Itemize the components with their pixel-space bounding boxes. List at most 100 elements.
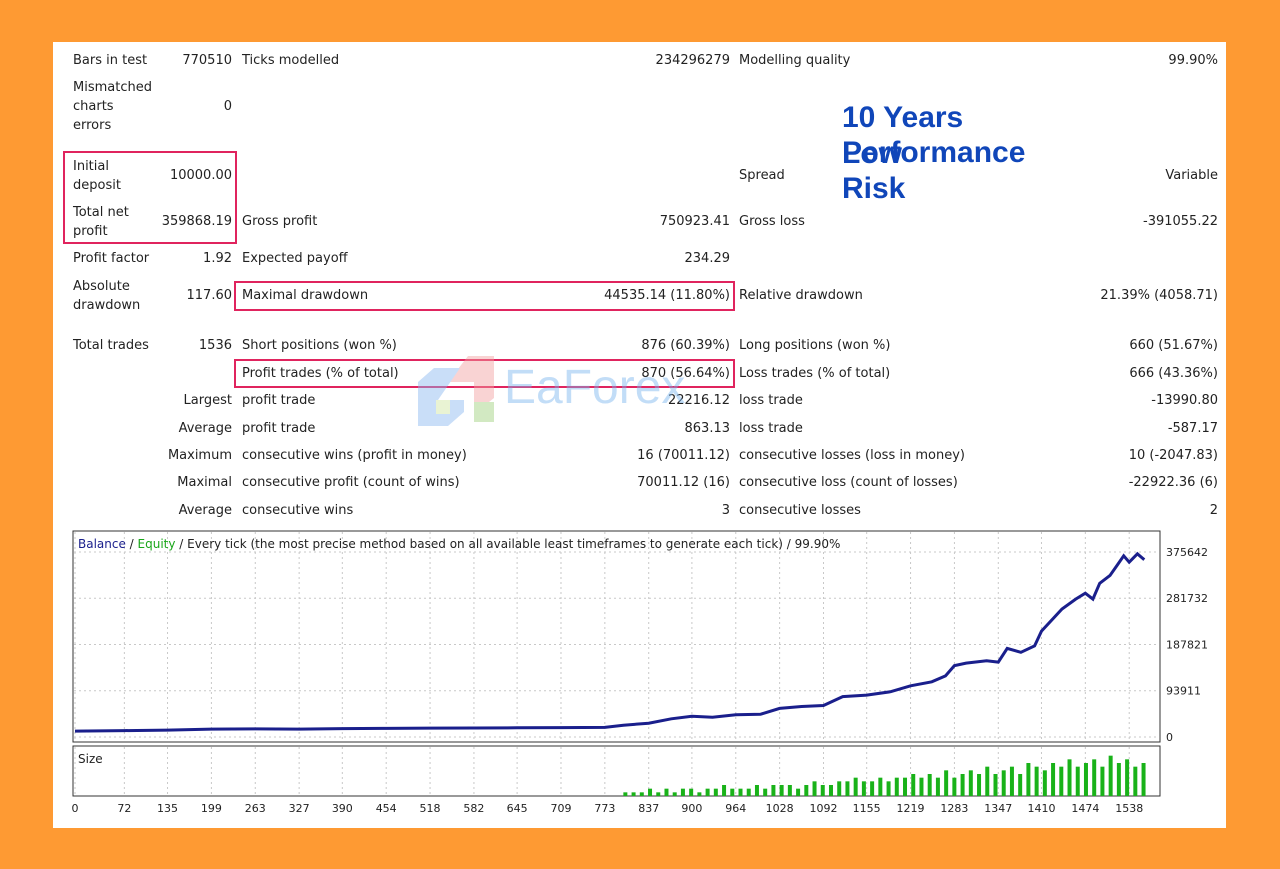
size-bar: [870, 781, 875, 796]
initial-deposit-label-1: Initial: [73, 159, 109, 174]
ticks-modelled-label: Ticks modelled: [242, 53, 340, 68]
title-description: / Every tick (the most precise method ba…: [175, 537, 840, 551]
size-bar: [779, 785, 784, 796]
x-tick-label: 199: [201, 802, 222, 815]
profit-trades-label: Profit trades (% of total): [242, 366, 399, 381]
y-tick-label: 93911: [1166, 685, 1201, 698]
absolute-drawdown-label-2: drawdown: [73, 298, 141, 313]
size-bar: [853, 777, 858, 796]
x-tick-label: 964: [725, 802, 746, 815]
x-tick-label: 582: [463, 802, 484, 815]
x-tick-label: 1219: [897, 802, 925, 815]
size-plot: Size: [72, 745, 1161, 797]
x-tick-label: 1028: [766, 802, 794, 815]
size-bars: [623, 755, 1146, 796]
size-bar: [623, 792, 628, 796]
maximum-label: Maximum: [167, 448, 232, 463]
size-bar: [960, 774, 965, 796]
x-tick-label: 518: [420, 802, 441, 815]
size-bar: [697, 792, 702, 796]
x-tick-label: 709: [550, 802, 571, 815]
size-bar: [894, 777, 899, 796]
y-tick-label: 281732: [1166, 592, 1208, 605]
largest-label: Largest: [183, 393, 232, 408]
size-bar: [722, 785, 727, 796]
short-positions-label: Short positions (won %): [242, 338, 397, 353]
size-bar: [944, 770, 949, 796]
size-bar: [664, 788, 669, 796]
size-bar: [878, 777, 883, 796]
average-profit-value: 863.13: [684, 421, 731, 436]
size-bar: [837, 781, 842, 796]
profit-trades-highlight: [234, 359, 735, 388]
maximal-drawdown-highlight: [234, 281, 735, 311]
size-bar: [771, 785, 776, 796]
title-balance: Balance: [78, 537, 126, 551]
ticks-modelled-value: 234296279: [655, 53, 730, 68]
y-tick-label: 187821: [1166, 639, 1208, 652]
size-bar: [1051, 763, 1056, 796]
y-axis-ticks: 0 93911 187821 281732 375642: [1166, 546, 1208, 744]
y-tick-label: 375642: [1166, 546, 1208, 559]
average-label: Average: [178, 421, 232, 436]
headline-line-2: Low Risk: [842, 137, 906, 205]
average-loss-value: -587.17: [1167, 421, 1218, 436]
average-profit-label: profit trade: [242, 421, 316, 436]
x-tick-label: 1410: [1027, 802, 1055, 815]
title-equity: Equity: [138, 537, 176, 551]
maximal-drawdown-label: Maximal drawdown: [242, 288, 369, 303]
modelling-quality-label: Modelling quality: [739, 53, 851, 68]
gross-loss-label: Gross loss: [739, 214, 805, 229]
short-positions-value: 876 (60.39%): [641, 338, 730, 353]
size-bar: [911, 774, 916, 796]
maximal-drawdown-value: 44535.14 (11.80%): [604, 288, 730, 303]
max-consecutive-losses-value: 10 (-2047.83): [1128, 448, 1218, 463]
maximal-consecutive-profit-value: 70011.12 (16): [637, 475, 730, 490]
mismatched-label-2: charts: [73, 99, 114, 114]
avg-consecutive-losses-label: consecutive losses: [739, 503, 861, 518]
size-bar: [738, 788, 743, 796]
size-bar: [1059, 766, 1064, 796]
expected-payoff-label: Expected payoff: [242, 251, 348, 266]
size-bar: [1092, 759, 1097, 796]
size-bar: [1100, 766, 1105, 796]
size-bar: [845, 781, 850, 796]
size-bar: [705, 788, 710, 796]
headline-line-1: 10 Years Performance: [842, 101, 1026, 169]
long-positions-value: 660 (51.67%): [1129, 338, 1218, 353]
size-bar: [886, 781, 891, 796]
x-tick-label: 72: [117, 802, 131, 815]
size-bar: [903, 777, 908, 796]
size-bar: [1001, 770, 1006, 796]
total-net-profit-label-2: profit: [73, 224, 108, 239]
maximal-label: Maximal: [177, 475, 232, 490]
bars-in-test-label: Bars in test: [73, 53, 148, 68]
main-grid: [74, 532, 1159, 741]
title-sep: /: [126, 537, 138, 551]
size-bar: [1116, 763, 1121, 796]
average-consecutive-label: Average: [178, 503, 232, 518]
x-tick-label: 837: [638, 802, 659, 815]
size-bar: [787, 785, 792, 796]
size-bar: [861, 781, 866, 796]
max-consecutive-wins-value: 16 (70011.12): [637, 448, 730, 463]
size-bar: [754, 785, 759, 796]
size-bar: [648, 788, 653, 796]
total-trades-label: Total trades: [73, 338, 149, 353]
x-tick-label: 1283: [940, 802, 968, 815]
initial-deposit-label-2: deposit: [73, 178, 121, 193]
size-bar: [927, 774, 932, 796]
expected-payoff-value: 234.29: [684, 251, 731, 266]
size-bar: [680, 788, 685, 796]
size-bar: [919, 777, 924, 796]
largest-loss-value: -13990.80: [1151, 393, 1218, 408]
size-bar: [804, 785, 809, 796]
largest-profit-value: 22216.12: [667, 393, 730, 408]
balance-series-line: [74, 551, 1146, 733]
chart-title: Balance / Equity / Every tick (the most …: [78, 537, 840, 551]
total-trades-value: 1536: [198, 338, 232, 353]
relative-drawdown-value: 21.39% (4058.71): [1100, 288, 1218, 303]
size-bar: [985, 766, 990, 796]
size-bar: [993, 774, 998, 796]
